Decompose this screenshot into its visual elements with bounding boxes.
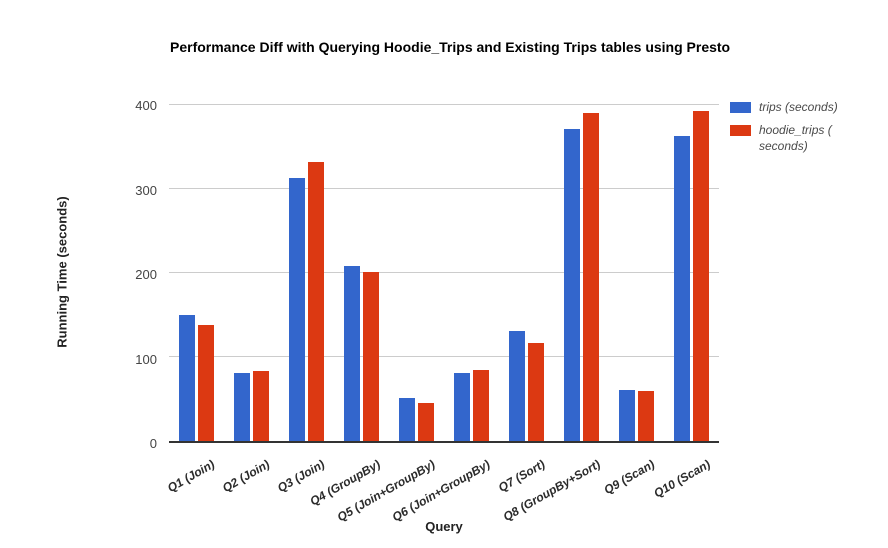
- bar-group-q10: [664, 105, 719, 441]
- x-label-q6: Q6 (Join+GroupBy): [389, 457, 493, 525]
- bar-trips-q7[interactable]: [509, 330, 525, 441]
- y-axis-ticks: 0 100 200 300 400: [100, 98, 157, 451]
- chart-title: Performance Diff with Querying Hoodie_Tr…: [170, 39, 731, 55]
- gridline-400: [169, 104, 719, 105]
- bar-hoodie_trips-q6[interactable]: [473, 369, 489, 441]
- y-tick-300: 300: [135, 182, 157, 198]
- bar-trips-q5[interactable]: [399, 398, 415, 441]
- bar-group-q2: [224, 105, 279, 441]
- x-label-q5: Q5 (Join+GroupBy): [334, 457, 438, 525]
- legend-entry-trips[interactable]: trips (seconds): [730, 99, 888, 115]
- gridlines: [169, 104, 719, 441]
- legend-label-trips: trips (seconds): [759, 100, 838, 114]
- gridline-200: [169, 272, 719, 273]
- bar-group-q4: [334, 105, 389, 441]
- legend: trips (seconds) hoodie_trips (seconds): [730, 99, 888, 161]
- bar-group-q7: [499, 105, 554, 441]
- plot-area: [169, 104, 719, 443]
- legend-label-hoodie_trips: hoodie_trips (seconds): [759, 123, 832, 153]
- bar-trips-q3[interactable]: [289, 178, 305, 441]
- bar-trips-q9[interactable]: [619, 389, 635, 441]
- bar-hoodie_trips-q4[interactable]: [363, 272, 379, 441]
- bar-trips-q4[interactable]: [344, 266, 360, 441]
- bar-hoodie_trips-q1[interactable]: [198, 325, 214, 441]
- gridline-300: [169, 188, 719, 189]
- x-axis-labels: Q1 (Join) Q2 (Join) Q3 (Join) Q4 (GroupBy) Q…: [165, 443, 719, 528]
- bar-trips-q1[interactable]: [179, 315, 195, 441]
- bar-trips-q8[interactable]: [564, 129, 580, 441]
- y-tick-400: 400: [135, 98, 157, 113]
- bar-trips-q2[interactable]: [234, 372, 250, 441]
- x-axis-title: Query: [425, 519, 463, 534]
- x-label-q1: Q1 (Join): [165, 457, 218, 496]
- bar-group-q9: [609, 105, 664, 441]
- bar-hoodie_trips-q5[interactable]: [418, 403, 434, 441]
- bar-trips-q10[interactable]: [674, 136, 690, 441]
- y-tick-0: 0: [149, 436, 157, 451]
- x-label-q2: Q2 (Join): [220, 457, 273, 496]
- bar-trips-q6[interactable]: [454, 372, 470, 441]
- bars-container: [169, 105, 719, 441]
- bar-group-q8: [554, 105, 609, 441]
- bar-group-q1: [169, 105, 224, 441]
- x-label-q8: Q8 (GroupBy+Sort): [500, 457, 603, 524]
- legend-entry-hoodie_trips[interactable]: hoodie_trips (seconds): [730, 122, 888, 154]
- legend-swatch-trips: [730, 102, 751, 113]
- bar-hoodie_trips-q3[interactable]: [308, 162, 324, 441]
- y-axis-title: Running Time (seconds): [54, 196, 70, 348]
- bar-group-q3: [279, 105, 334, 441]
- bar-hoodie_trips-q8[interactable]: [583, 113, 599, 441]
- bar-hoodie_trips-q7[interactable]: [528, 342, 544, 441]
- bar-group-q5: [389, 105, 444, 441]
- y-tick-100: 100: [135, 351, 157, 367]
- bar-hoodie_trips-q2[interactable]: [253, 371, 269, 441]
- x-label-q9: Q9 (Scan): [601, 457, 658, 498]
- y-tick-200: 200: [135, 267, 157, 282]
- bar-hoodie_trips-q10[interactable]: [693, 110, 709, 441]
- gridline-100: [169, 356, 719, 357]
- x-label-q10: Q10 (Scan): [651, 457, 713, 501]
- legend-swatch-hoodie_trips: [730, 125, 751, 136]
- bar-hoodie_trips-q9[interactable]: [638, 390, 654, 441]
- bar-group-q6: [444, 105, 499, 441]
